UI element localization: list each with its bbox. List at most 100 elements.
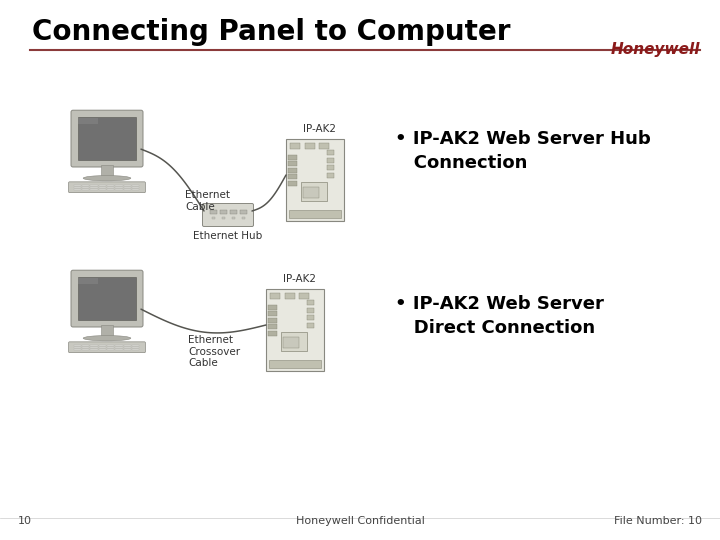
Ellipse shape [84, 176, 131, 181]
Bar [124, 348, 131, 349]
Bar [268, 305, 276, 309]
Bar [115, 185, 122, 186]
Bar [242, 217, 245, 219]
Bar [268, 324, 276, 329]
Bar [99, 187, 106, 188]
Bar [270, 293, 281, 299]
Text: Connecting Panel to Computer: Connecting Panel to Computer [32, 18, 510, 46]
Bar [90, 348, 98, 349]
Bar [82, 188, 89, 190]
Bar [268, 318, 276, 322]
Bar [210, 210, 217, 214]
Bar [90, 185, 98, 186]
Bar [307, 322, 314, 328]
Text: Ethernet
Crossover
Cable: Ethernet Crossover Cable [188, 335, 240, 368]
Text: Honeywell Confidential: Honeywell Confidential [296, 516, 424, 526]
Text: Honeywell: Honeywell [611, 42, 700, 57]
Bar [90, 346, 98, 347]
Ellipse shape [84, 335, 131, 341]
Bar [268, 311, 276, 316]
Bar [124, 346, 131, 347]
Bar [300, 183, 327, 200]
Bar [99, 188, 106, 190]
FancyBboxPatch shape [68, 342, 145, 353]
Text: Ethernet
Cable: Ethernet Cable [185, 190, 230, 212]
Bar [289, 210, 341, 218]
Bar [307, 308, 314, 313]
Bar [73, 347, 81, 348]
Bar [90, 188, 98, 190]
Text: • IP-AK2 Web Server Hub
   Connection: • IP-AK2 Web Server Hub Connection [395, 130, 651, 172]
Bar [327, 151, 333, 156]
Bar [288, 174, 297, 179]
Bar [240, 210, 247, 214]
Bar [115, 346, 122, 347]
Bar [230, 210, 237, 214]
Bar [327, 158, 333, 163]
Bar [307, 315, 314, 320]
Bar [281, 333, 307, 350]
Bar [78, 277, 136, 320]
Bar [73, 346, 81, 347]
Bar [288, 161, 297, 166]
Bar [286, 139, 344, 221]
Bar [115, 347, 122, 348]
Text: • IP-AK2 Web Server
   Direct Connection: • IP-AK2 Web Server Direct Connection [395, 295, 604, 336]
Bar [284, 337, 299, 348]
FancyBboxPatch shape [68, 182, 145, 193]
Bar [307, 300, 314, 306]
Bar [99, 347, 106, 348]
Bar [266, 289, 324, 371]
Bar [288, 154, 297, 159]
Bar [107, 185, 114, 186]
Bar [132, 185, 140, 186]
Bar [82, 348, 89, 349]
Bar [101, 325, 113, 335]
Bar [319, 143, 330, 149]
Bar [212, 217, 215, 219]
Bar [82, 187, 89, 188]
Bar [78, 117, 136, 160]
Bar [82, 347, 89, 348]
Bar [299, 293, 310, 299]
Bar [107, 346, 114, 347]
Bar [305, 143, 315, 149]
Bar [288, 168, 297, 173]
FancyBboxPatch shape [71, 110, 143, 167]
Bar [115, 187, 122, 188]
FancyBboxPatch shape [202, 204, 253, 226]
Bar [82, 185, 89, 186]
Bar [327, 165, 333, 170]
Bar [73, 348, 81, 349]
Bar [82, 346, 89, 347]
Bar [99, 346, 106, 347]
Text: IP-AK2: IP-AK2 [304, 124, 336, 134]
Bar [269, 360, 321, 368]
Bar [73, 185, 81, 186]
FancyBboxPatch shape [71, 270, 143, 327]
Bar [222, 217, 225, 219]
Text: IP-AK2: IP-AK2 [284, 274, 317, 284]
Bar [73, 187, 81, 188]
Bar [288, 181, 297, 186]
Text: File Number: 10: File Number: 10 [614, 516, 702, 526]
Bar [107, 347, 114, 348]
Bar [107, 187, 114, 188]
Bar [99, 348, 106, 349]
Bar [78, 118, 99, 124]
Bar [327, 173, 333, 178]
Bar [220, 210, 227, 214]
Bar [268, 331, 276, 336]
Bar [124, 187, 131, 188]
Bar [132, 188, 140, 190]
Bar [107, 348, 114, 349]
Text: Ethernet Hub: Ethernet Hub [194, 231, 263, 241]
Bar [124, 347, 131, 348]
Bar [132, 187, 140, 188]
Bar [232, 217, 235, 219]
Bar [73, 188, 81, 190]
Bar [99, 185, 106, 186]
Bar [90, 187, 98, 188]
Bar [132, 348, 140, 349]
Bar [101, 165, 113, 176]
